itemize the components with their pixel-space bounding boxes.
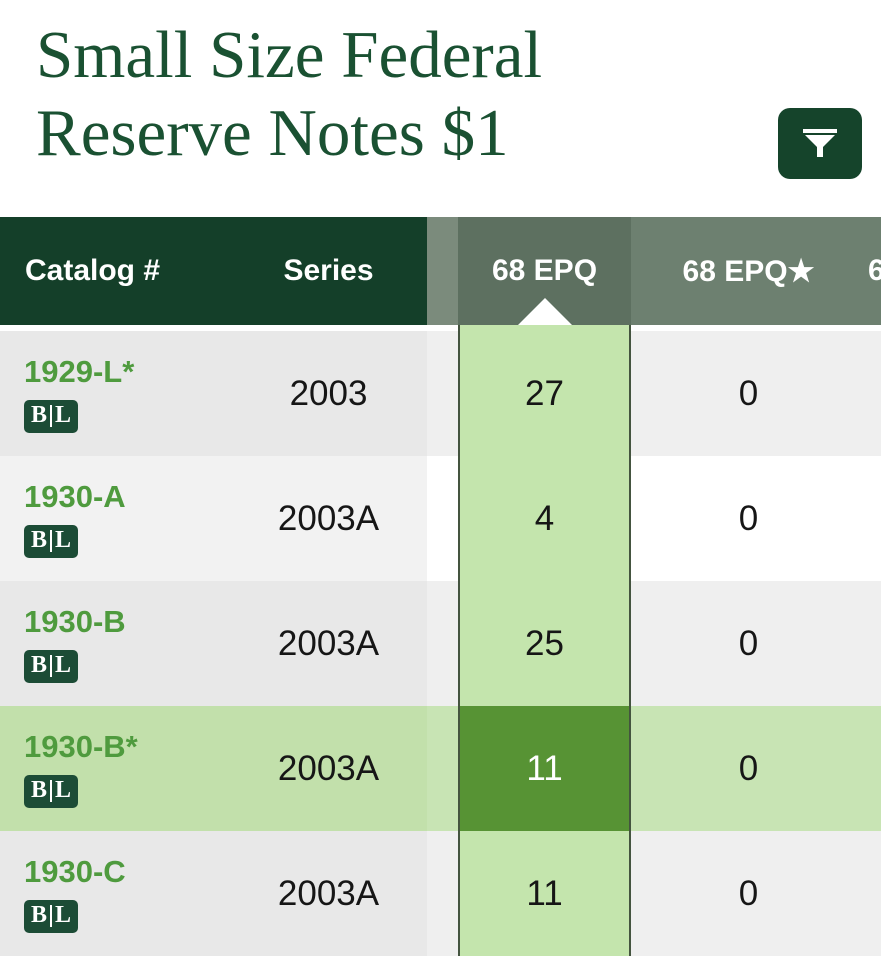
gap-segment-epq bbox=[458, 325, 631, 331]
badge-letter-b: B bbox=[31, 527, 48, 553]
catalog-number-link[interactable]: 1930-B* bbox=[24, 729, 138, 764]
epq68star-value-cell[interactable]: 0 bbox=[631, 456, 866, 581]
column-header-68epq-star[interactable]: 68 EPQ★ bbox=[631, 217, 866, 325]
catalog-cell: 1930-B B L bbox=[0, 581, 230, 706]
badge-letter-l: L bbox=[55, 527, 72, 553]
series-cell: 2003 bbox=[230, 331, 427, 456]
funnel-icon bbox=[801, 127, 839, 161]
badge-divider bbox=[50, 779, 53, 802]
epq68-value-cell[interactable]: 27 bbox=[458, 331, 631, 456]
column-header-68epq[interactable]: 68 EPQ bbox=[458, 217, 631, 325]
series-cell: 2003A bbox=[230, 581, 427, 706]
table-header-row: Catalog # Series 68 EPQ 68 EPQ★ 6 bbox=[0, 217, 881, 325]
epq68star-value-cell[interactable]: 0 bbox=[631, 706, 866, 831]
column-header-series[interactable]: Series bbox=[230, 217, 427, 325]
table-row: 1930-A B L 2003A 4 0 bbox=[0, 456, 881, 581]
series-cell: 2003A bbox=[230, 831, 427, 956]
badge-letter-l: L bbox=[55, 777, 72, 803]
bl-logo-badge[interactable]: B L bbox=[24, 400, 79, 433]
catalog-cell: 1930-A B L bbox=[0, 456, 230, 581]
badge-letter-l: L bbox=[55, 652, 72, 678]
bl-logo-badge[interactable]: B L bbox=[24, 775, 79, 808]
gap-cell bbox=[427, 456, 458, 581]
epq68star-value-cell[interactable]: 0 bbox=[631, 331, 866, 456]
epq68-value-cell[interactable]: 25 bbox=[458, 581, 631, 706]
gap-segment bbox=[866, 325, 881, 331]
epq68star-value-cell[interactable]: 0 bbox=[631, 831, 866, 956]
bl-logo-badge[interactable]: B L bbox=[24, 525, 79, 558]
gap-cell bbox=[427, 831, 458, 956]
table-row: 1930-B* B L 2003A 11 0 bbox=[0, 706, 881, 831]
bl-logo-badge[interactable]: B L bbox=[24, 650, 79, 683]
column-header-next-partial[interactable]: 6 bbox=[866, 217, 881, 325]
price-table: Catalog # Series 68 EPQ 68 EPQ★ 6 1929-L… bbox=[0, 217, 881, 956]
badge-letter-b: B bbox=[31, 777, 48, 803]
gap-segment bbox=[230, 325, 427, 331]
gap-segment bbox=[427, 325, 458, 331]
gap-cell bbox=[427, 706, 458, 831]
badge-letter-b: B bbox=[31, 652, 48, 678]
next-col-cell bbox=[866, 456, 881, 581]
header-body-gap bbox=[0, 325, 881, 331]
badge-letter-b: B bbox=[31, 402, 48, 428]
next-col-cell bbox=[866, 831, 881, 956]
badge-divider bbox=[50, 654, 53, 677]
badge-letter-l: L bbox=[55, 402, 72, 428]
badge-letter-l: L bbox=[55, 902, 72, 928]
epq68star-value-cell[interactable]: 0 bbox=[631, 581, 866, 706]
next-col-cell bbox=[866, 331, 881, 456]
column-header-catalog[interactable]: Catalog # bbox=[0, 217, 230, 325]
table-body: 1929-L* B L 2003 27 0 1930-A B L 2003A 4… bbox=[0, 331, 881, 956]
catalog-number-link[interactable]: 1930-A bbox=[24, 479, 126, 514]
table-row: 1930-B B L 2003A 25 0 bbox=[0, 581, 881, 706]
catalog-number-link[interactable]: 1929-L* bbox=[24, 354, 135, 389]
catalog-cell: 1929-L* B L bbox=[0, 331, 230, 456]
epq68-value-cell[interactable]: 11 bbox=[458, 706, 631, 831]
catalog-cell: 1930-B* B L bbox=[0, 706, 230, 831]
next-col-cell bbox=[866, 706, 881, 831]
epq68-value-cell[interactable]: 11 bbox=[458, 831, 631, 956]
catalog-cell: 1930-C B L bbox=[0, 831, 230, 956]
page-title: Small Size Federal Reserve Notes $1 bbox=[36, 18, 543, 171]
filter-button[interactable] bbox=[778, 108, 862, 179]
badge-letter-b: B bbox=[31, 902, 48, 928]
next-col-cell bbox=[866, 581, 881, 706]
series-cell: 2003A bbox=[230, 706, 427, 831]
badge-divider bbox=[50, 904, 53, 927]
column-gap bbox=[427, 217, 458, 325]
series-cell: 2003A bbox=[230, 456, 427, 581]
table-row: 1929-L* B L 2003 27 0 bbox=[0, 331, 881, 456]
badge-divider bbox=[50, 404, 53, 427]
epq68-value-cell[interactable]: 4 bbox=[458, 456, 631, 581]
bl-logo-badge[interactable]: B L bbox=[24, 900, 79, 933]
gap-cell bbox=[427, 581, 458, 706]
gap-segment bbox=[631, 325, 866, 331]
badge-divider bbox=[50, 529, 53, 552]
title-block: Small Size Federal Reserve Notes $1 bbox=[0, 0, 881, 217]
table-row: 1930-C B L 2003A 11 0 bbox=[0, 831, 881, 956]
gap-segment bbox=[0, 325, 230, 331]
catalog-number-link[interactable]: 1930-B bbox=[24, 604, 126, 639]
gap-cell bbox=[427, 331, 458, 456]
catalog-number-link[interactable]: 1930-C bbox=[24, 854, 126, 889]
